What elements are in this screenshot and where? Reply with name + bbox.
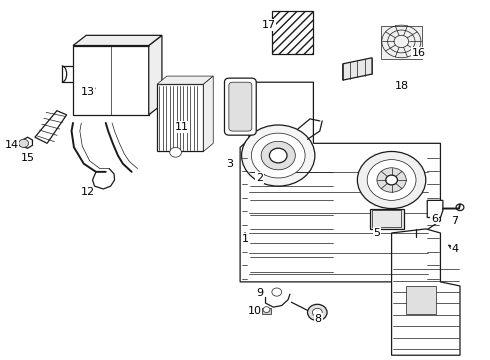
Circle shape bbox=[270, 148, 287, 163]
Circle shape bbox=[313, 309, 322, 316]
Circle shape bbox=[386, 175, 397, 185]
Text: 10: 10 bbox=[248, 306, 262, 316]
Polygon shape bbox=[73, 35, 162, 45]
Polygon shape bbox=[157, 76, 213, 84]
Circle shape bbox=[19, 139, 28, 147]
Text: 9: 9 bbox=[256, 288, 263, 298]
Polygon shape bbox=[427, 201, 443, 217]
Polygon shape bbox=[203, 76, 213, 152]
Polygon shape bbox=[149, 35, 162, 115]
Circle shape bbox=[251, 133, 305, 178]
Text: 7: 7 bbox=[452, 216, 459, 226]
Text: 4: 4 bbox=[452, 244, 459, 254]
Polygon shape bbox=[15, 137, 32, 148]
Text: 13: 13 bbox=[81, 87, 95, 98]
Text: 6: 6 bbox=[431, 214, 438, 224]
Circle shape bbox=[357, 152, 426, 208]
Bar bbox=[73, 45, 149, 115]
Text: 14: 14 bbox=[4, 140, 19, 150]
Circle shape bbox=[242, 125, 315, 186]
Bar bbox=[272, 11, 314, 54]
Text: 18: 18 bbox=[395, 81, 410, 91]
Circle shape bbox=[170, 147, 181, 157]
Bar bbox=[372, 210, 401, 227]
Polygon shape bbox=[240, 82, 441, 282]
Circle shape bbox=[308, 304, 327, 321]
Bar bbox=[262, 308, 271, 314]
Text: 5: 5 bbox=[373, 228, 380, 238]
Polygon shape bbox=[343, 58, 372, 80]
Bar bbox=[369, 208, 404, 229]
Bar bbox=[157, 84, 203, 152]
Text: 12: 12 bbox=[80, 187, 95, 197]
Text: 8: 8 bbox=[315, 314, 322, 324]
Text: 16: 16 bbox=[412, 48, 425, 58]
Polygon shape bbox=[392, 229, 460, 355]
Text: 17: 17 bbox=[261, 20, 275, 30]
Text: 11: 11 bbox=[174, 122, 189, 132]
Text: 15: 15 bbox=[21, 153, 35, 163]
FancyBboxPatch shape bbox=[229, 82, 252, 131]
Circle shape bbox=[272, 288, 282, 296]
FancyBboxPatch shape bbox=[224, 78, 256, 135]
Circle shape bbox=[377, 168, 406, 192]
Text: 2: 2 bbox=[256, 173, 263, 183]
Text: 1: 1 bbox=[242, 234, 248, 244]
Bar bbox=[406, 286, 436, 315]
Circle shape bbox=[263, 307, 270, 312]
Circle shape bbox=[261, 141, 295, 170]
Bar bbox=[381, 26, 422, 59]
Circle shape bbox=[367, 159, 416, 201]
Text: 3: 3 bbox=[226, 159, 233, 169]
Polygon shape bbox=[35, 111, 67, 143]
